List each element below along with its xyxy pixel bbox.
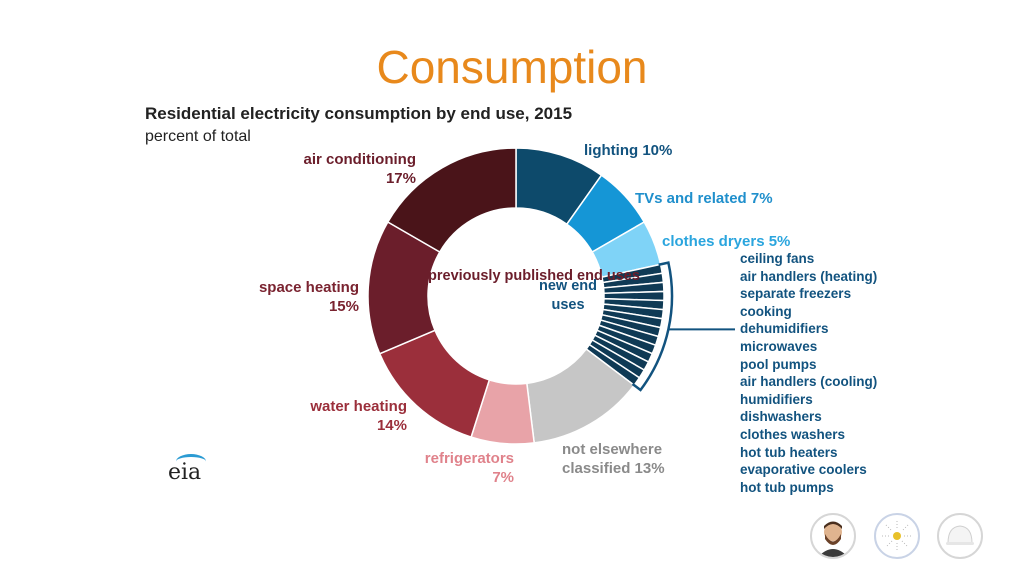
eia-logo-arc <box>176 454 206 469</box>
new-end-use-item: hot tub heaters <box>740 444 838 460</box>
label-water-heating-name: water heating <box>310 398 407 415</box>
sun-avatar[interactable] <box>874 513 920 559</box>
person-avatar[interactable] <box>810 513 856 559</box>
new-end-uses-list: ceiling fans air handlers (heating) sepa… <box>740 250 877 496</box>
new-end-use-item: evaporative coolers <box>740 462 867 478</box>
slice-air-conditioning <box>386 147 517 254</box>
label-tvs: TVs and related 7% <box>635 189 773 208</box>
label-not-elsewhere-value: 13% <box>634 460 665 477</box>
new-end-use-item: clothes washers <box>740 426 846 442</box>
label-space-heating: space heating 15% <box>210 278 359 316</box>
label-water-heating: water heating 14% <box>260 397 407 435</box>
chart-title: Residential electricity consumption by e… <box>145 104 573 123</box>
helmet-avatar[interactable] <box>937 513 983 559</box>
center-label-new: new end uses <box>538 278 597 313</box>
center-label-previous: previously published end uses <box>428 268 640 284</box>
label-refrigerators-value: 7% <box>492 469 514 486</box>
eia-logo-text: eia <box>168 460 202 485</box>
label-lighting: lighting 10% <box>584 141 672 160</box>
label-space-heating-name: space heating <box>258 279 359 296</box>
new-end-use-item: hot tub pumps <box>740 479 834 495</box>
new-end-use-item: cooking <box>740 303 792 319</box>
new-end-use-item: air handlers (cooling) <box>740 374 878 390</box>
slide-title: Consumption <box>376 41 648 93</box>
new-end-use-item: separate freezers <box>740 286 852 302</box>
eia-logo: eia <box>168 454 212 485</box>
new-end-use-item: microwaves <box>740 338 818 354</box>
new-end-use-item: ceiling fans <box>740 251 815 266</box>
label-space-heating-value: 15% <box>328 298 359 315</box>
label-tvs-name: TVs and related <box>635 190 747 207</box>
label-tvs-value: 7% <box>750 190 773 207</box>
label-air-conditioning-value: 17% <box>385 170 416 187</box>
label-not-elsewhere-name: not elsewhere classified <box>562 441 663 477</box>
new-end-uses-bracket <box>631 261 674 392</box>
sun-icon <box>882 521 912 551</box>
label-lighting-name: lighting <box>584 142 639 159</box>
label-clothes-dryers-value: 5% <box>768 233 791 250</box>
label-lighting-value: 10% <box>642 142 673 159</box>
new-end-use-item: dishwashers <box>740 409 822 425</box>
person-avatar-icon <box>818 521 848 557</box>
label-clothes-dryers: clothes dryers 5% <box>662 232 790 251</box>
new-end-use-item: air handlers (heating) <box>740 268 878 284</box>
chart-subtitle: percent of total <box>145 128 251 145</box>
label-refrigerators: refrigerators 7% <box>380 449 514 487</box>
label-water-heating-value: 14% <box>376 417 407 434</box>
new-end-use-item: pool pumps <box>740 356 817 372</box>
new-end-use-item: humidifiers <box>740 391 813 407</box>
label-not-elsewhere: not elsewhere classified 13% <box>562 440 692 478</box>
label-air-conditioning: air conditioning 17% <box>256 150 417 188</box>
label-air-conditioning-name: air conditioning <box>303 151 417 168</box>
helmet-icon <box>946 525 974 545</box>
new-end-use-item: dehumidifiers <box>740 321 829 337</box>
label-clothes-dryers-name: clothes dryers <box>662 233 765 250</box>
label-refrigerators-name: refrigerators <box>424 450 514 467</box>
